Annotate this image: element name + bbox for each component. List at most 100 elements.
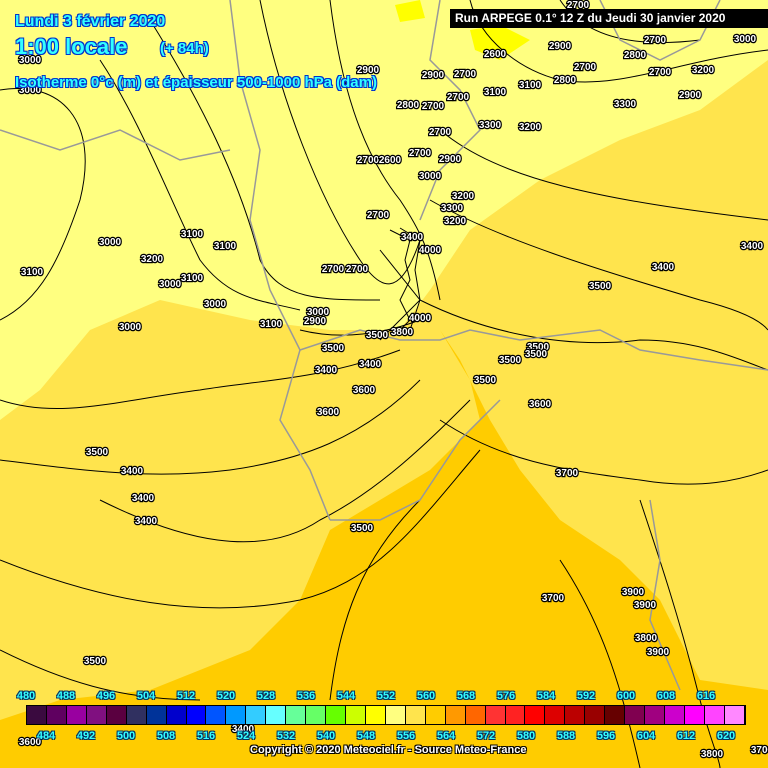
colorbar-bottom-label: 532 bbox=[276, 730, 296, 742]
contour-label: 2700 bbox=[409, 148, 432, 159]
contour-label: 3000 bbox=[307, 307, 330, 318]
contour-label: 2700 bbox=[346, 264, 369, 275]
contour-label: 3600 bbox=[529, 399, 552, 410]
country-border bbox=[299, 329, 768, 371]
contour-label: 3000 bbox=[159, 279, 182, 290]
colorbar-swatch bbox=[525, 706, 546, 724]
contour-label: 3900 bbox=[622, 587, 645, 598]
contour-label: 3500 bbox=[351, 523, 374, 534]
colorbar-top-label: 512 bbox=[176, 690, 196, 702]
contour-line bbox=[419, 299, 768, 371]
contour-label: 2600 bbox=[484, 49, 507, 60]
colorbar-top-label: 480 bbox=[16, 690, 36, 702]
colorbar-swatch bbox=[286, 706, 307, 724]
contour-label: 2900 bbox=[422, 70, 445, 81]
colorbar-swatch bbox=[724, 706, 745, 724]
contour-label: 3100 bbox=[181, 229, 204, 240]
contour-label: 2600 bbox=[379, 155, 402, 166]
colorbar-swatch bbox=[27, 706, 47, 724]
colorbar-top-label: 536 bbox=[296, 690, 316, 702]
contour-label: 3000 bbox=[99, 237, 122, 248]
fill-light bbox=[0, 0, 768, 420]
colorbar-swatch bbox=[425, 706, 446, 724]
contour-label: 3800 bbox=[635, 633, 658, 644]
contour-label: 2700 bbox=[574, 62, 597, 73]
contour-label: 3800 bbox=[391, 327, 414, 338]
fill-bright bbox=[395, 0, 425, 22]
colorbar-top-label: 496 bbox=[96, 690, 116, 702]
contour-line bbox=[329, 0, 441, 301]
contour-label: 3600 bbox=[353, 385, 376, 396]
colorbar-top-label: 568 bbox=[456, 690, 476, 702]
contour-label: 3400 bbox=[121, 466, 144, 477]
colorbar-bottom-label: 588 bbox=[556, 730, 576, 742]
forecast-date: Lundi 3 février 2020 bbox=[14, 13, 166, 31]
contour-label: 3200 bbox=[452, 191, 475, 202]
contour-label: 3600 bbox=[19, 737, 42, 748]
contour-label: 3400 bbox=[315, 365, 338, 376]
contour-line bbox=[299, 319, 421, 336]
colorbar-swatch bbox=[645, 706, 665, 724]
contour-label: 3500 bbox=[84, 656, 107, 667]
contour-label: 2800 bbox=[397, 100, 420, 111]
contour-label: 2900 bbox=[549, 41, 572, 52]
contour-label: 2700 bbox=[644, 35, 667, 46]
contour-label: 3300 bbox=[614, 99, 637, 110]
contour-line bbox=[99, 59, 301, 311]
colorbar-bottom-label: 484 bbox=[36, 730, 56, 742]
colorbar-top-label: 520 bbox=[216, 690, 236, 702]
colorbar-bottom-label: 556 bbox=[396, 730, 416, 742]
contour-line bbox=[429, 199, 768, 331]
contour-line bbox=[259, 0, 421, 285]
contour-label: 3200 bbox=[444, 216, 467, 227]
colorbar-bottom-label: 516 bbox=[196, 730, 216, 742]
colorbar-swatch bbox=[545, 706, 566, 724]
colorbar-bottom-label: 612 bbox=[676, 730, 696, 742]
contour-label: 3500 bbox=[322, 343, 345, 354]
colorbar-swatch bbox=[86, 706, 107, 724]
contour-line bbox=[639, 499, 721, 768]
contour-label: 3800 bbox=[701, 749, 724, 760]
contour-label: 3700 bbox=[556, 468, 579, 479]
country-border bbox=[0, 129, 231, 161]
contour-line bbox=[379, 249, 421, 341]
colorbar-swatch bbox=[605, 706, 626, 724]
colorbar-bottom-label: 596 bbox=[596, 730, 616, 742]
contour-label: 3500 bbox=[499, 355, 522, 366]
country-border bbox=[330, 399, 501, 521]
contour-label: 2700 bbox=[367, 210, 390, 221]
contour-label: 3900 bbox=[634, 600, 657, 611]
contour-line bbox=[559, 559, 641, 768]
contour-label: 2900 bbox=[357, 65, 380, 76]
colorbar-swatch bbox=[684, 706, 705, 724]
contour-label: 3500 bbox=[527, 342, 550, 353]
colorbar-top-label: 576 bbox=[496, 690, 516, 702]
colorbar-bottom-label: 572 bbox=[476, 730, 496, 742]
contour-line bbox=[439, 129, 768, 221]
country-borders bbox=[0, 0, 768, 691]
contour-label: 3500 bbox=[525, 349, 548, 360]
colorbar-top-label: 528 bbox=[256, 690, 276, 702]
contour-label: 2700 bbox=[649, 67, 672, 78]
contour-label: 2700 bbox=[447, 92, 470, 103]
colorbar-swatch bbox=[665, 706, 685, 724]
contour-line bbox=[0, 649, 201, 701]
contour-label: 3100 bbox=[484, 87, 507, 98]
contour-label: 2700 bbox=[454, 69, 477, 80]
country-border bbox=[649, 499, 681, 691]
fill-bright bbox=[470, 25, 530, 60]
contour-label: 2700 bbox=[322, 264, 345, 275]
colorbar-top-label: 584 bbox=[536, 690, 556, 702]
colorbar-bottom-label: 492 bbox=[76, 730, 96, 742]
contour-label: 2900 bbox=[679, 90, 702, 101]
contour-label: 3600 bbox=[317, 407, 340, 418]
contour-label: 3400 bbox=[741, 241, 764, 252]
contour-label: 2900 bbox=[439, 154, 462, 165]
contour-label: 3500 bbox=[366, 330, 389, 341]
contour-label: 2800 bbox=[624, 50, 647, 61]
country-border bbox=[229, 0, 331, 521]
colorbar-swatch bbox=[226, 706, 247, 724]
contour-label: 3300 bbox=[441, 203, 464, 214]
